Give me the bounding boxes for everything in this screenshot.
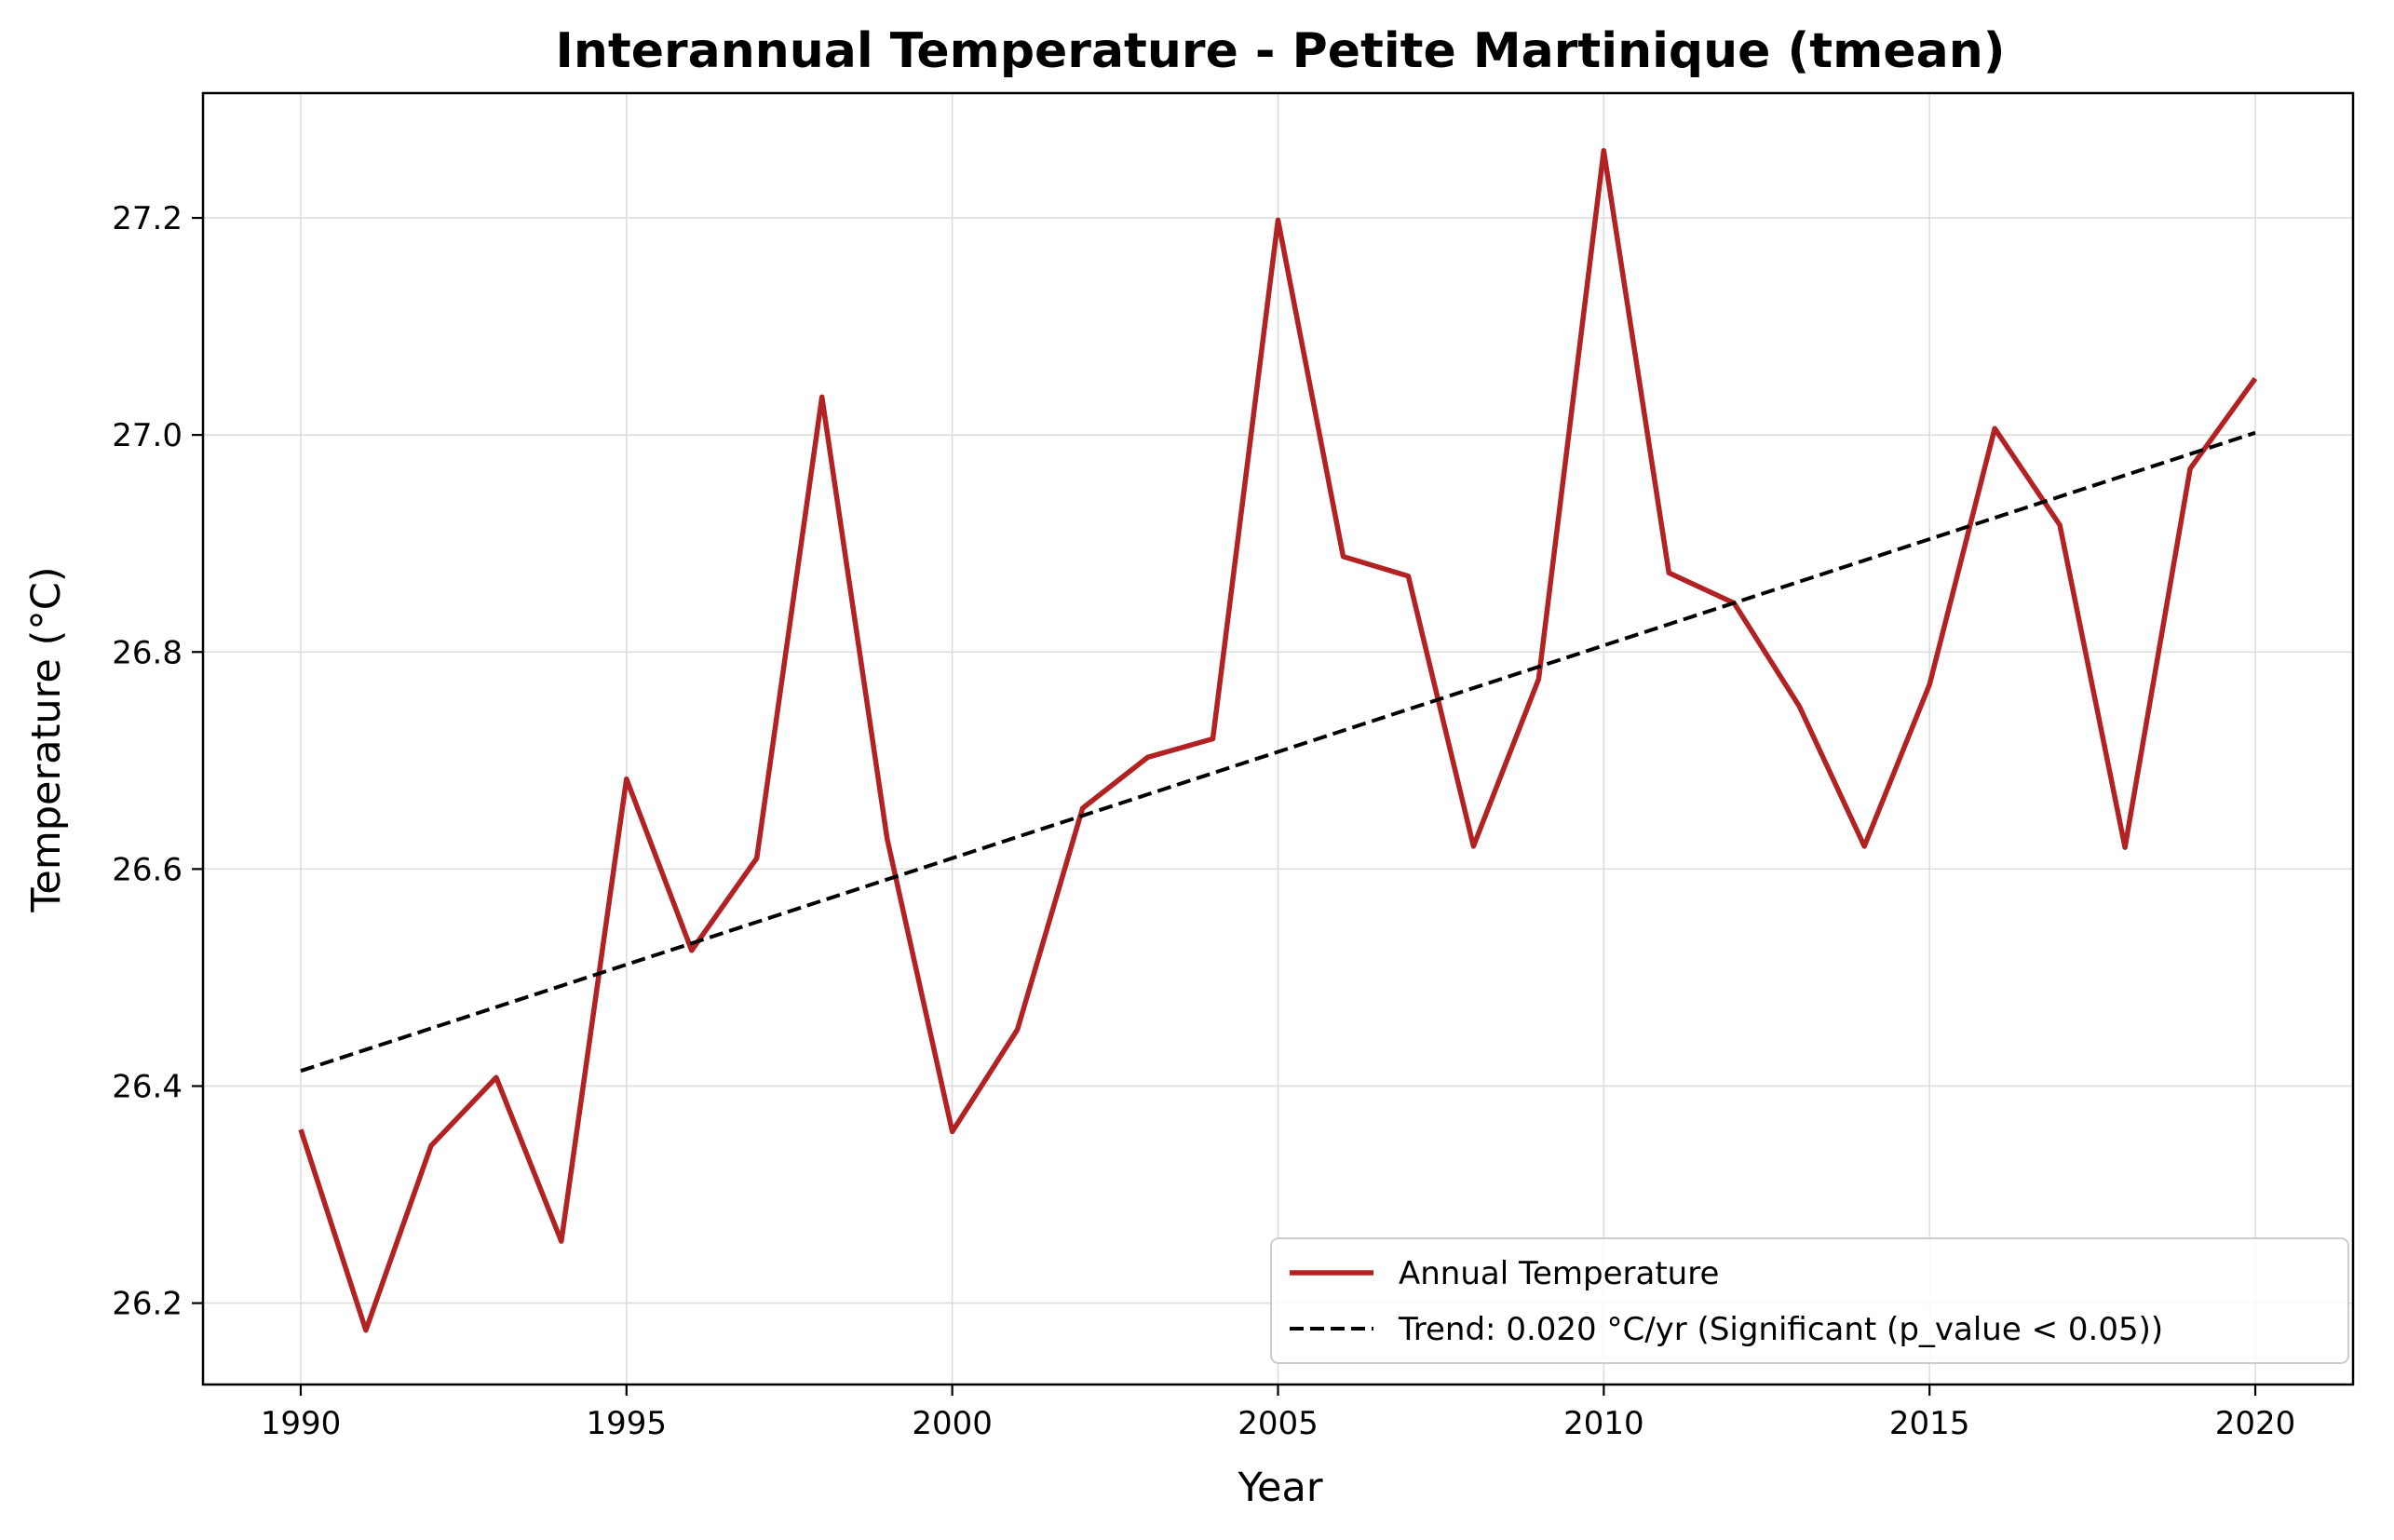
chart-title: Interannual Temperature - Petite Martini…	[556, 23, 2006, 79]
x-axis-label: Year	[1237, 1465, 1322, 1511]
grid-lines	[203, 93, 2353, 1385]
legend-label-annual: Annual Temperature	[1399, 1255, 1719, 1292]
series-line-trend	[300, 430, 2256, 1074]
x-axis-ticks: 1990 1995 2000 2005 2010 2015 2020	[261, 1385, 2296, 1442]
y-tick-label: 26.8	[112, 634, 183, 671]
y-tick-label: 27.0	[112, 417, 183, 454]
series-lines	[298, 148, 2258, 1333]
y-axis-ticks: 26.2 26.4 26.6 26.8 27.0 27.2	[112, 200, 203, 1323]
y-axis-label: Temperature (°C)	[23, 566, 70, 912]
x-tick-label: 1995	[587, 1405, 668, 1442]
x-tick-label: 2000	[912, 1405, 993, 1442]
x-tick-label: 2010	[1563, 1405, 1644, 1442]
y-tick-label: 26.6	[112, 851, 183, 888]
y-tick-label: 26.4	[112, 1068, 183, 1105]
x-tick-label: 2005	[1238, 1405, 1319, 1442]
series-line-annual-temperature	[298, 148, 2258, 1333]
x-tick-label: 2015	[1889, 1405, 1970, 1442]
x-tick-label: 1990	[261, 1405, 342, 1442]
legend-box	[1270, 1237, 2349, 1364]
legend: Annual Temperature Trend: 0.020 °C/yr (S…	[1270, 1237, 2349, 1364]
y-tick-label: 27.2	[112, 200, 183, 237]
y-tick-label: 26.2	[112, 1286, 183, 1323]
legend-label-trend: Trend: 0.020 °C/yr (Significant (p_value…	[1398, 1311, 2163, 1348]
x-tick-label: 2020	[2215, 1405, 2296, 1442]
